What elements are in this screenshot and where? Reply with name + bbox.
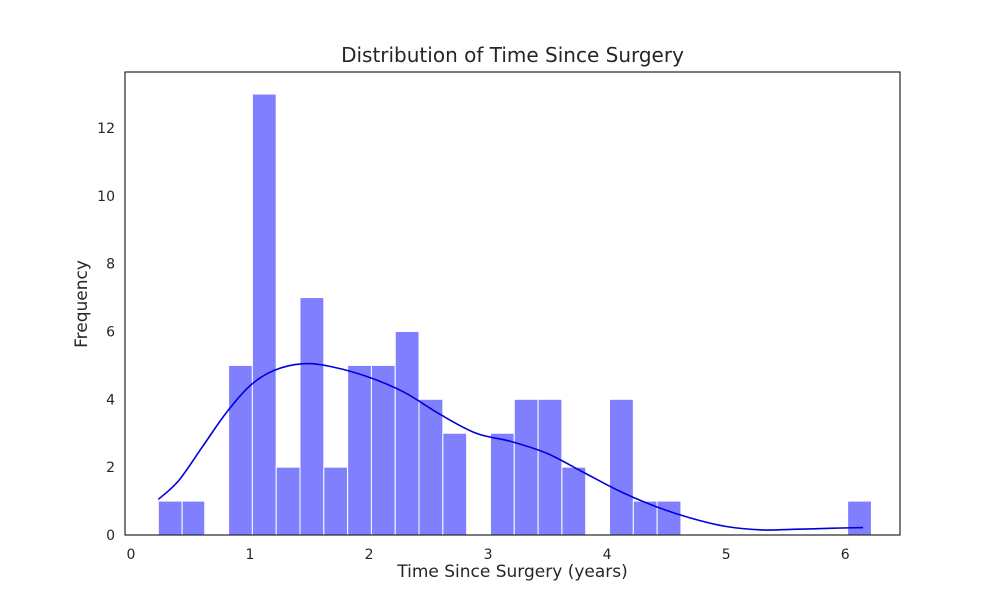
histogram-bar bbox=[609, 398, 634, 536]
histogram-bar bbox=[228, 364, 253, 536]
x-tick-label: 6 bbox=[841, 547, 850, 563]
x-tick-label: 0 bbox=[126, 547, 135, 563]
histogram-bar bbox=[442, 432, 468, 536]
histogram-bar bbox=[513, 398, 539, 536]
histogram-bar bbox=[251, 93, 277, 536]
chart-title: Distribution of Time Since Surgery bbox=[341, 43, 684, 67]
y-tick-label: 2 bbox=[106, 460, 115, 476]
histogram-bar bbox=[561, 466, 587, 536]
histogram-bar bbox=[370, 364, 396, 536]
histogram-bar bbox=[275, 466, 301, 536]
histogram-bar bbox=[157, 500, 183, 536]
histogram-bar bbox=[323, 466, 349, 536]
histogram-bar bbox=[489, 432, 515, 536]
x-tick-label: 3 bbox=[484, 547, 493, 563]
histogram-bar bbox=[299, 297, 325, 536]
histogram-bar bbox=[347, 364, 372, 536]
y-tick-label: 6 bbox=[106, 324, 115, 340]
y-tick-label: 10 bbox=[97, 189, 115, 205]
histogram-bar bbox=[537, 398, 563, 536]
y-tick-label: 0 bbox=[106, 528, 115, 544]
histogram-bar bbox=[394, 330, 420, 536]
histogram-bar bbox=[418, 398, 444, 536]
x-tick-label: 1 bbox=[246, 547, 255, 563]
y-tick-label: 4 bbox=[106, 392, 115, 408]
x-tick-label: 4 bbox=[603, 547, 612, 563]
y-tick-label: 12 bbox=[97, 121, 115, 137]
x-tick-label: 2 bbox=[365, 547, 374, 563]
y-tick-label: 8 bbox=[106, 257, 115, 273]
histogram-bar bbox=[656, 500, 682, 536]
histogram-bar bbox=[181, 500, 206, 536]
plot-frame bbox=[124, 71, 901, 536]
histogram-bar bbox=[847, 500, 872, 536]
x-tick-label: 5 bbox=[722, 547, 731, 563]
kde-line bbox=[157, 362, 864, 531]
y-axis-label: Frequency bbox=[72, 260, 92, 348]
x-axis-label: Time Since Surgery (years) bbox=[397, 562, 628, 582]
